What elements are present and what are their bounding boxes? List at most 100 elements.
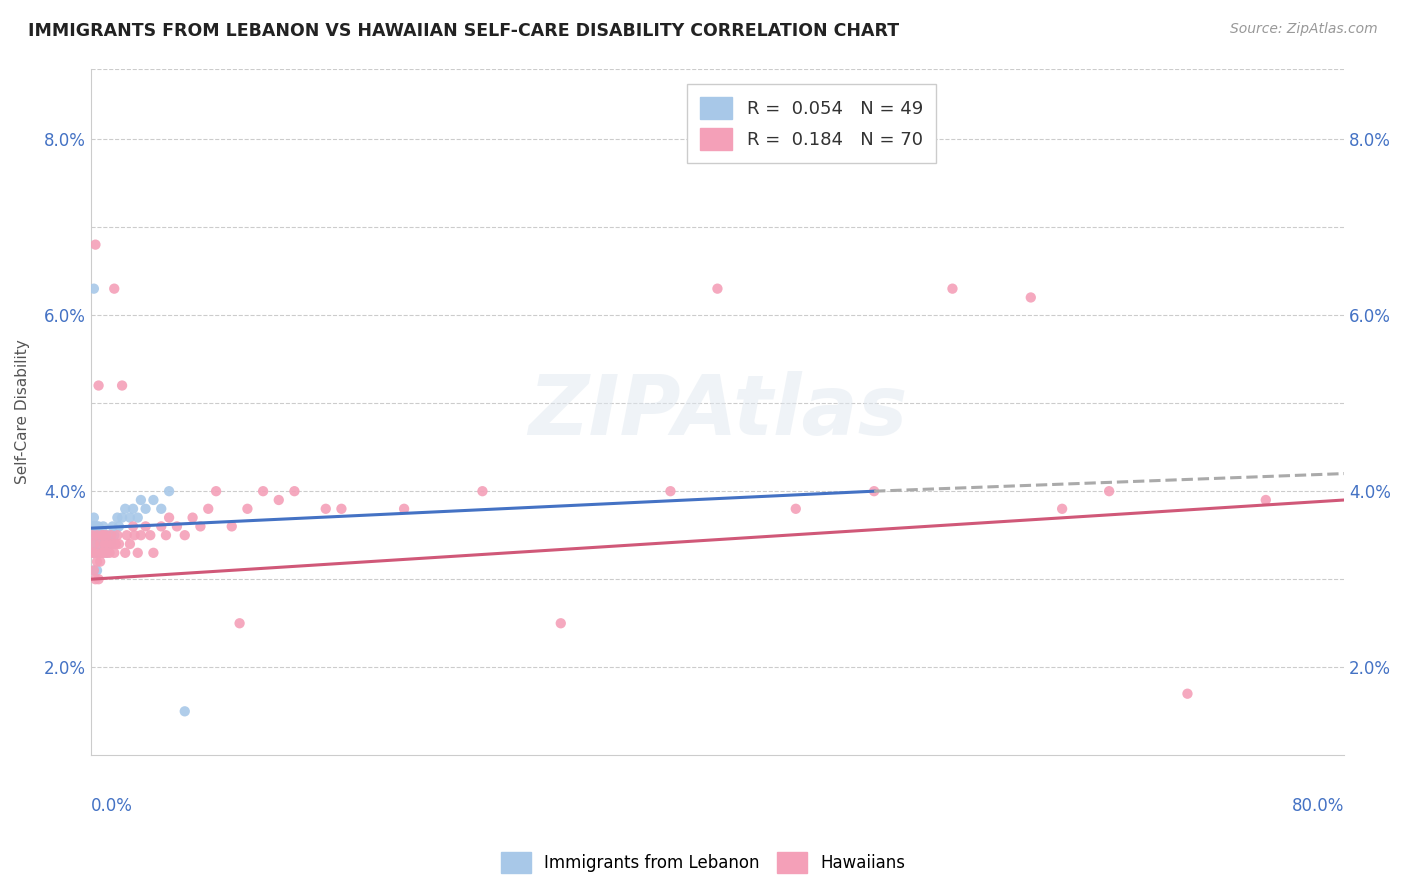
Point	[90, 528, 112, 542]
Point	[105, 510, 128, 524]
Point	[89, 555, 111, 569]
Point	[142, 546, 165, 560]
Point	[135, 501, 157, 516]
Point	[87, 537, 110, 551]
Point	[1050, 501, 1073, 516]
Point	[283, 484, 305, 499]
Point	[142, 493, 165, 508]
Point	[124, 528, 146, 542]
Point	[90, 546, 112, 560]
Point	[166, 519, 188, 533]
Point	[83, 563, 105, 577]
Legend: Immigrants from Lebanon, Hawaiians: Immigrants from Lebanon, Hawaiians	[495, 846, 911, 880]
Point	[96, 528, 118, 542]
Text: 80.0%: 80.0%	[1292, 797, 1344, 814]
Point	[392, 501, 415, 516]
Point	[94, 537, 117, 551]
Point	[83, 563, 105, 577]
Point	[86, 537, 108, 551]
Point	[108, 537, 131, 551]
Point	[94, 537, 117, 551]
Point	[111, 378, 134, 392]
Point	[471, 484, 494, 499]
Point	[114, 546, 136, 560]
Text: Source: ZipAtlas.com: Source: ZipAtlas.com	[1230, 22, 1378, 37]
Point	[100, 537, 122, 551]
Point	[105, 528, 128, 542]
Point	[150, 501, 173, 516]
Point	[82, 528, 104, 542]
Point	[550, 616, 572, 631]
Point	[101, 519, 124, 533]
Legend: R =  0.054   N = 49, R =  0.184   N = 70: R = 0.054 N = 49, R = 0.184 N = 70	[688, 85, 935, 162]
Point	[111, 510, 134, 524]
Point	[1177, 687, 1199, 701]
Point	[91, 519, 114, 533]
Point	[86, 519, 108, 533]
Point	[941, 282, 963, 296]
Point	[83, 510, 105, 524]
Point	[1254, 493, 1277, 508]
Point	[84, 546, 107, 560]
Point	[84, 237, 107, 252]
Point	[315, 501, 337, 516]
Point	[135, 519, 157, 533]
Point	[108, 519, 131, 533]
Point	[82, 528, 104, 542]
Point	[90, 528, 112, 542]
Point	[205, 484, 228, 499]
Point	[863, 484, 886, 499]
Point	[82, 537, 104, 551]
Point	[221, 519, 243, 533]
Point	[91, 528, 114, 542]
Point	[89, 537, 111, 551]
Point	[84, 572, 107, 586]
Point	[155, 528, 177, 542]
Point	[157, 484, 180, 499]
Point	[87, 572, 110, 586]
Point	[96, 528, 118, 542]
Point	[89, 528, 111, 542]
Point	[83, 537, 105, 551]
Point	[118, 537, 141, 551]
Point	[127, 546, 149, 560]
Point	[150, 519, 173, 533]
Point	[236, 501, 259, 516]
Point	[91, 546, 114, 560]
Point	[267, 493, 290, 508]
Point	[103, 528, 125, 542]
Point	[104, 537, 127, 551]
Point	[115, 528, 138, 542]
Point	[86, 528, 108, 542]
Point	[82, 546, 104, 560]
Point	[83, 546, 105, 560]
Point	[157, 510, 180, 524]
Point	[84, 519, 107, 533]
Point	[90, 546, 112, 560]
Point	[83, 528, 105, 542]
Point	[87, 519, 110, 533]
Point	[190, 519, 212, 533]
Point	[129, 493, 152, 508]
Point	[87, 546, 110, 560]
Point	[87, 528, 110, 542]
Point	[129, 528, 152, 542]
Point	[86, 546, 108, 560]
Point	[1098, 484, 1121, 499]
Point	[84, 528, 107, 542]
Point	[101, 537, 124, 551]
Point	[84, 537, 107, 551]
Point	[181, 510, 204, 524]
Point	[173, 528, 195, 542]
Point	[197, 501, 219, 516]
Point	[87, 378, 110, 392]
Point	[96, 546, 118, 560]
Point	[139, 528, 162, 542]
Point	[785, 501, 807, 516]
Point	[86, 555, 108, 569]
Point	[86, 528, 108, 542]
Point	[96, 546, 118, 560]
Point	[84, 546, 107, 560]
Point	[706, 282, 728, 296]
Point	[330, 501, 353, 516]
